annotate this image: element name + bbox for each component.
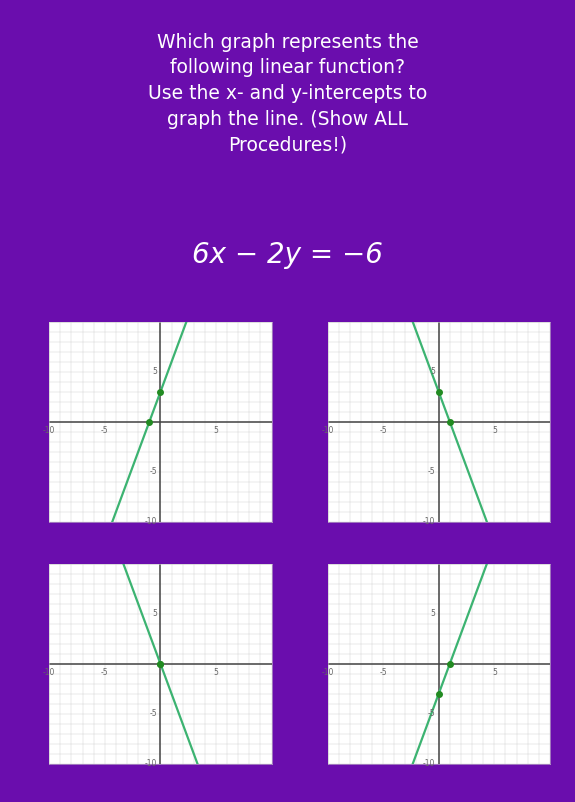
Text: 5: 5 [213,426,218,435]
Text: -10: -10 [43,668,55,677]
Text: -10: -10 [43,426,55,435]
Text: -10: -10 [145,759,157,768]
Text: 5: 5 [213,668,218,677]
Text: -5: -5 [380,426,387,435]
Text: 5: 5 [492,426,497,435]
Text: 6x − 2y = −6: 6x − 2y = −6 [192,241,383,269]
Text: -5: -5 [380,668,387,677]
Text: 5: 5 [152,610,157,618]
Text: -10: -10 [321,668,333,677]
Text: 5: 5 [152,367,157,376]
Text: -5: -5 [150,709,157,719]
Text: -5: -5 [150,468,157,476]
Text: -10: -10 [423,759,435,768]
Text: -10: -10 [321,426,333,435]
Text: -10: -10 [423,517,435,526]
Text: -10: -10 [145,517,157,526]
Text: -5: -5 [101,426,109,435]
Text: 5: 5 [431,610,435,618]
Text: 5: 5 [431,367,435,376]
Text: -5: -5 [428,468,435,476]
Text: Which graph represents the
following linear function?
Use the x- and y-intercept: Which graph represents the following lin… [148,33,427,155]
Text: -5: -5 [428,709,435,719]
Text: 5: 5 [492,668,497,677]
Text: -5: -5 [101,668,109,677]
